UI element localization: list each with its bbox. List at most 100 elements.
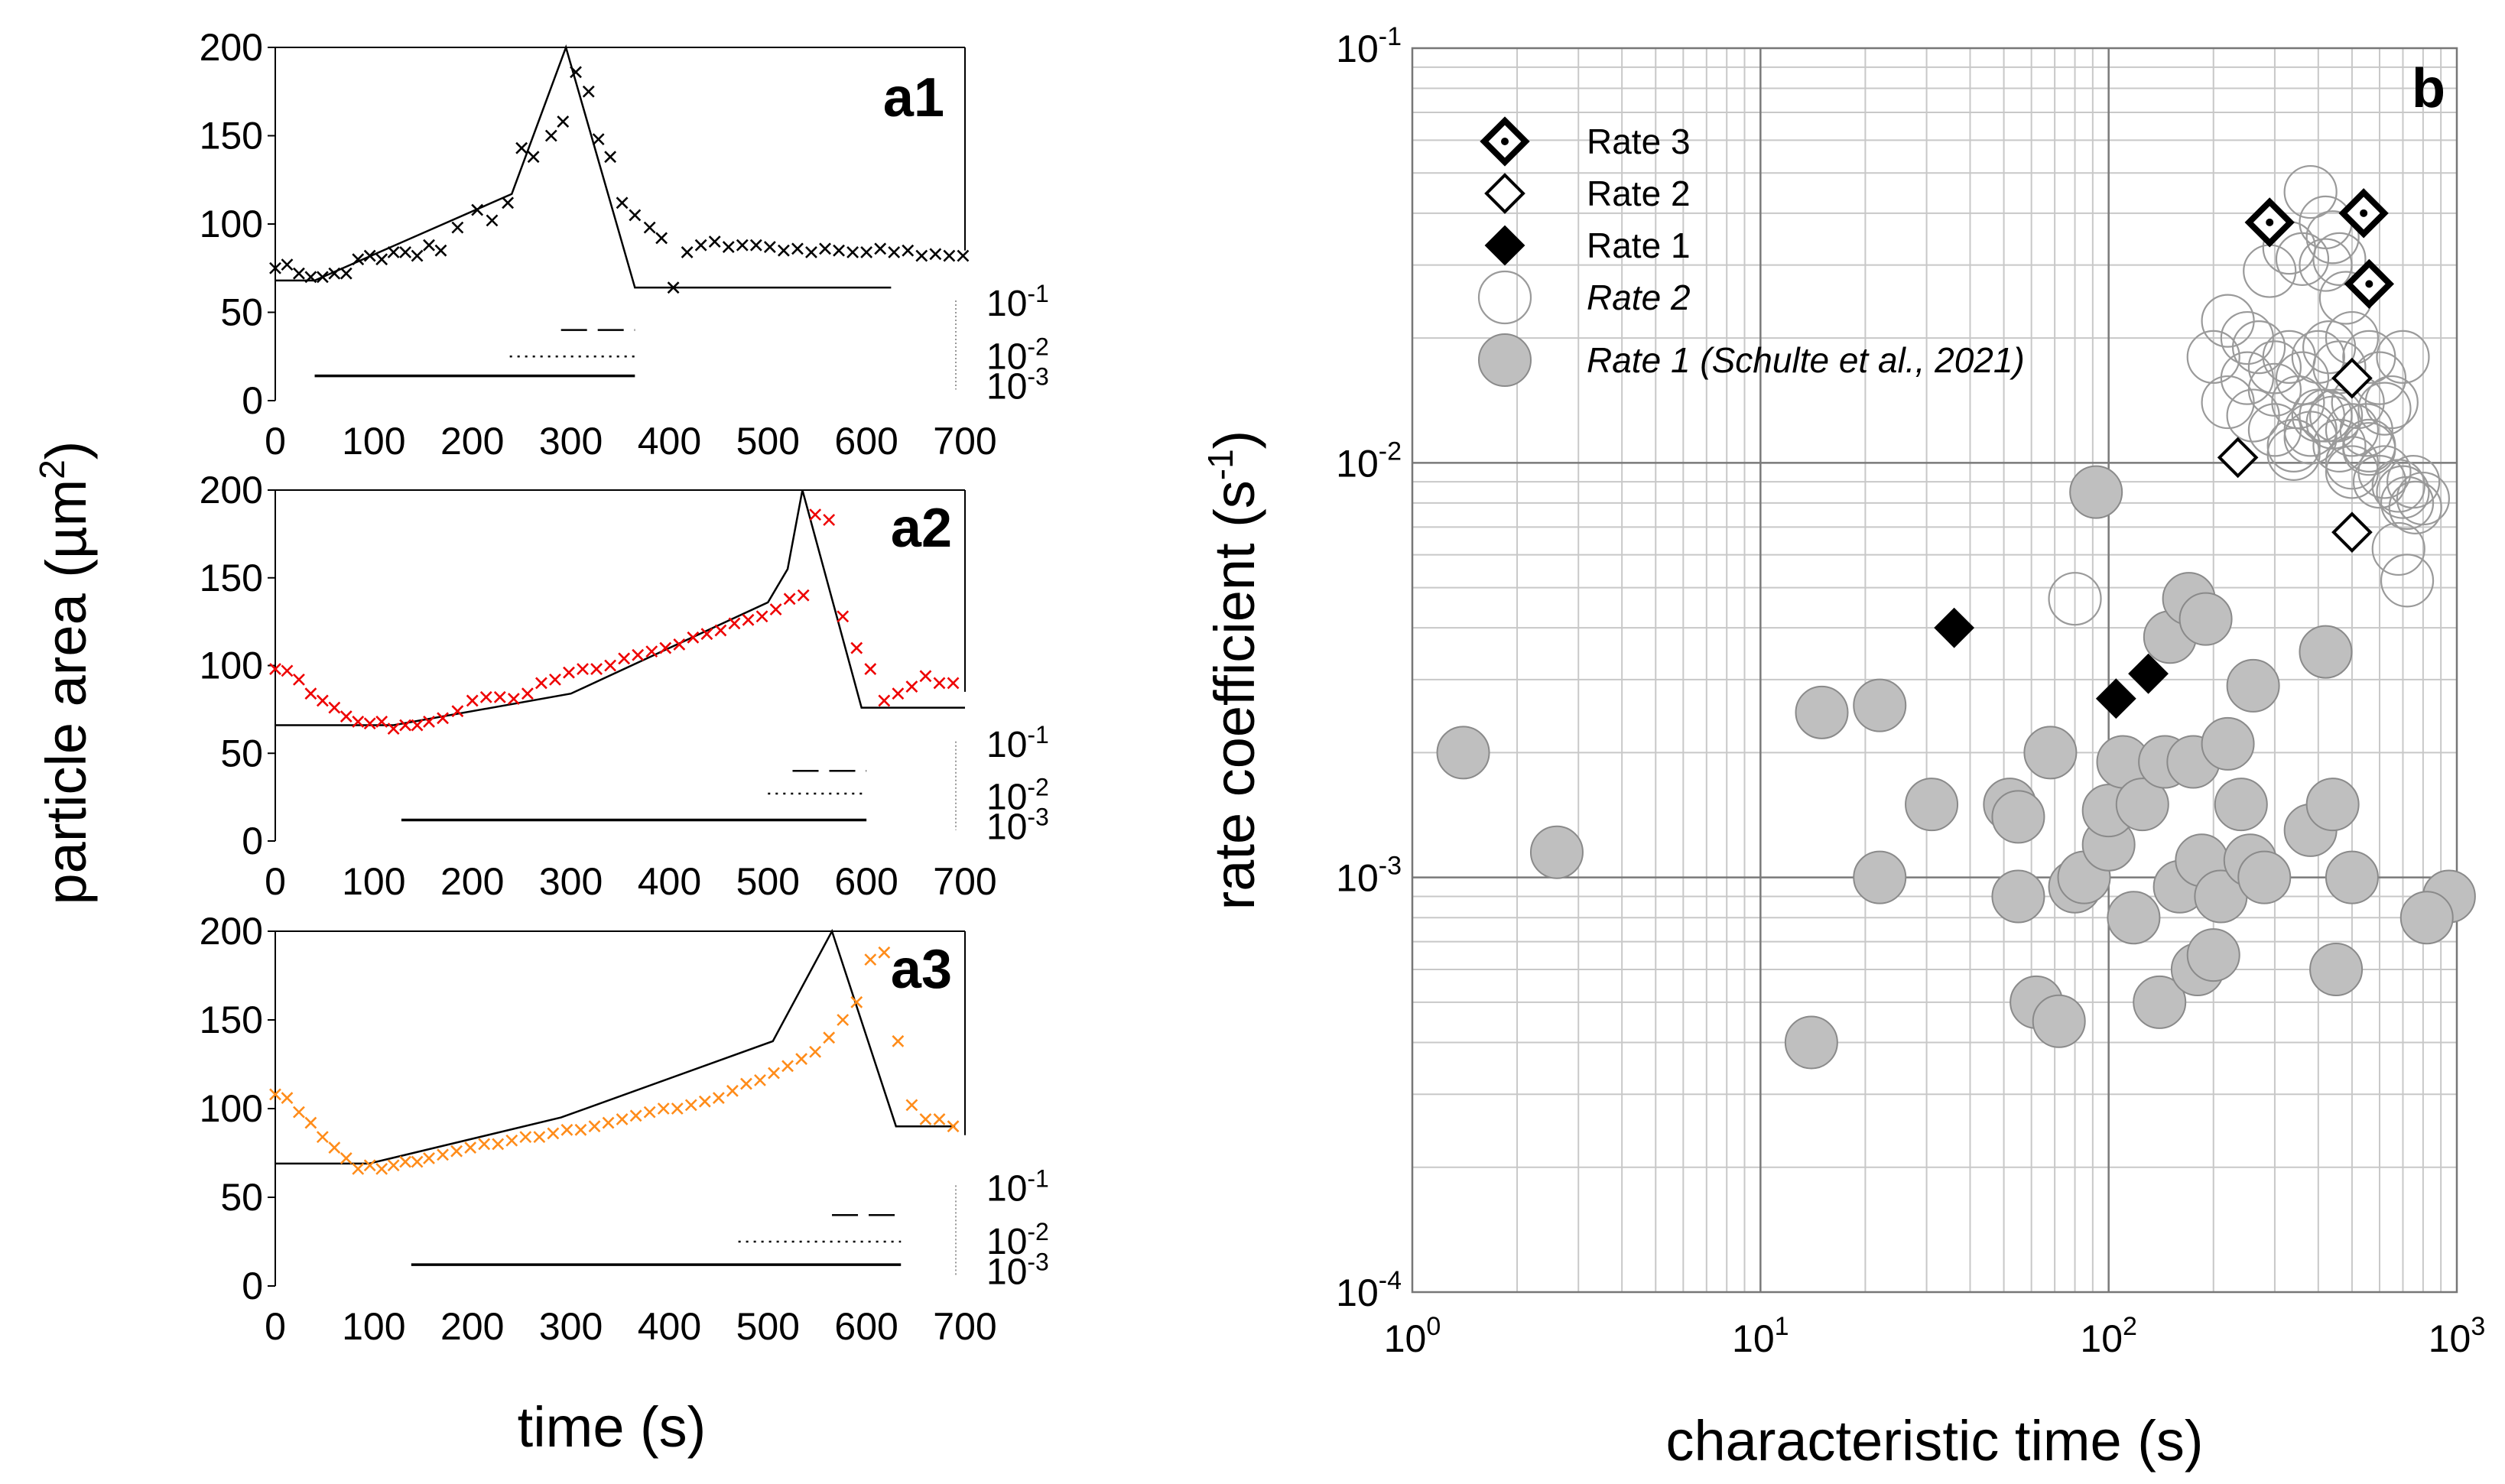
a1-measured-point (791, 242, 804, 255)
a1-xtick-label: 700 (933, 420, 996, 463)
a2-ytick-label: 50 (220, 732, 263, 774)
shared-ylabel: particle area (µm2) (32, 441, 98, 905)
b-point-open-circle (2371, 521, 2425, 576)
b-legend-label: Rate 1 (1587, 226, 1691, 265)
a2-measured-point (742, 613, 755, 626)
a3-measured-point (905, 1099, 918, 1112)
a2-xtick-label: 100 (342, 860, 405, 903)
a1-measured-point (902, 244, 915, 257)
a1-measured-point (736, 239, 749, 252)
a2-measured-point (399, 719, 412, 732)
a1-measured-point (915, 249, 928, 262)
a3-measured-point (316, 1131, 329, 1144)
a1-measured-point (604, 151, 617, 164)
a3-measured-point (387, 1159, 400, 1172)
a2-measured-point (293, 673, 305, 686)
a3-xtick-label: 0 (265, 1305, 286, 1348)
a2-measured-point (769, 603, 782, 615)
a1-xtick-label: 600 (834, 420, 898, 463)
b-point-open-circle (2312, 232, 2367, 286)
a3-measured-point (450, 1145, 463, 1158)
a3-measured-point (411, 1155, 424, 1168)
a2-xtick-label: 300 (539, 860, 603, 903)
a3-measured-point (754, 1073, 766, 1086)
a2-measured-point (423, 716, 435, 728)
a2-ytick-label: 100 (200, 645, 263, 687)
a3-measured-point (269, 1088, 281, 1101)
a3-measured-point (588, 1120, 601, 1133)
b-point-open-circle (2388, 480, 2442, 534)
a2-measured-point (933, 677, 946, 690)
a2-measured-point (549, 673, 561, 686)
shared-ylabel-sup: 2 (32, 459, 72, 479)
a2-measured-point (563, 666, 575, 679)
a1-measured-point (281, 258, 294, 271)
b-xtick-label: 100 (1384, 1312, 1441, 1360)
b-point-filled-circle (2178, 592, 2233, 646)
b-point-filled-circle (1529, 825, 1584, 879)
a3-measured-point (399, 1155, 412, 1168)
a2-measured-point (281, 664, 294, 677)
a3-xtick-label: 600 (834, 1305, 898, 1348)
b-point-open-circle (2305, 210, 2360, 265)
b-ytick-label: 10-3 (1336, 852, 1402, 900)
a2-ytick-label: 200 (200, 469, 263, 511)
a2-measured-point (892, 687, 905, 700)
a2-measured-point (590, 663, 603, 676)
a2-ytick-label: 150 (200, 557, 263, 599)
a2-xtick-label: 700 (933, 860, 996, 903)
a1-measured-point (819, 242, 831, 255)
a3-measured-point (352, 1162, 365, 1175)
a3-measured-point (740, 1077, 752, 1090)
a2-measured-point (316, 694, 329, 707)
b-legend-marker-open-diamond (1484, 173, 1525, 214)
b-point-open-circle (2186, 330, 2240, 384)
b-point-open-circle (2247, 362, 2302, 417)
a2-measured-point (618, 652, 631, 665)
a3-xtick-label: 200 (440, 1305, 504, 1348)
b-point-open-circle (2247, 403, 2302, 457)
a3-measured-point (616, 1113, 629, 1125)
b-legend-marker-dotted-diamond-center-dot (1501, 138, 1509, 145)
a1-measured-point (681, 246, 694, 258)
a1-panel-label: a1 (883, 67, 944, 128)
b-point-open-circle (2325, 403, 2380, 457)
a2-measured-point (507, 693, 520, 706)
a3-measured-point (464, 1141, 477, 1154)
a1-ytick-label: 50 (220, 291, 263, 334)
a1-measured-point (399, 246, 412, 258)
b-point-filled-circle (2186, 928, 2240, 982)
a3-measured-point (850, 995, 863, 1008)
b-point-dotted-diamond-center-dot (2266, 218, 2274, 226)
a3-measured-point (671, 1102, 684, 1115)
a3-ytick-label: 200 (200, 910, 263, 953)
a3-xtick-label: 700 (933, 1305, 996, 1348)
b-point-filled-circle (2107, 891, 2161, 945)
a2-measured-point (645, 645, 658, 658)
a3-measured-point (712, 1092, 725, 1104)
b-point-open-circle (2283, 411, 2338, 465)
b-point-filled-circle (1795, 685, 1849, 739)
a3-measured-point (505, 1134, 518, 1147)
a1-rate-tick-label: 10-3 (986, 363, 1049, 408)
a1-measured-point (340, 267, 353, 280)
a3-measured-point (809, 1045, 822, 1058)
b-legend-label: Rate 1 (Schulte et al., 2021) (1587, 340, 2025, 380)
a2-model-line (275, 489, 965, 726)
b-xtick-label: 103 (2429, 1312, 2486, 1360)
a2-measured-point (411, 719, 424, 732)
b-point-filled-circle (2115, 778, 2169, 832)
a3-measured-point (519, 1131, 532, 1144)
a1-measured-point (269, 261, 281, 274)
b-legend-label: Rate 2 (1587, 174, 1691, 213)
b-point-filled-circle (2214, 778, 2268, 832)
a2-measured-point (919, 670, 932, 683)
b-ytick-label: 10-4 (1336, 1266, 1402, 1314)
a1-measured-point (451, 221, 464, 234)
a3-xtick-label: 300 (539, 1305, 603, 1348)
b-point-filled-diamond (2095, 678, 2136, 719)
b-point-filled-circle (2299, 625, 2353, 679)
a1-measured-point (833, 244, 845, 257)
a1-measured-point (805, 246, 817, 258)
